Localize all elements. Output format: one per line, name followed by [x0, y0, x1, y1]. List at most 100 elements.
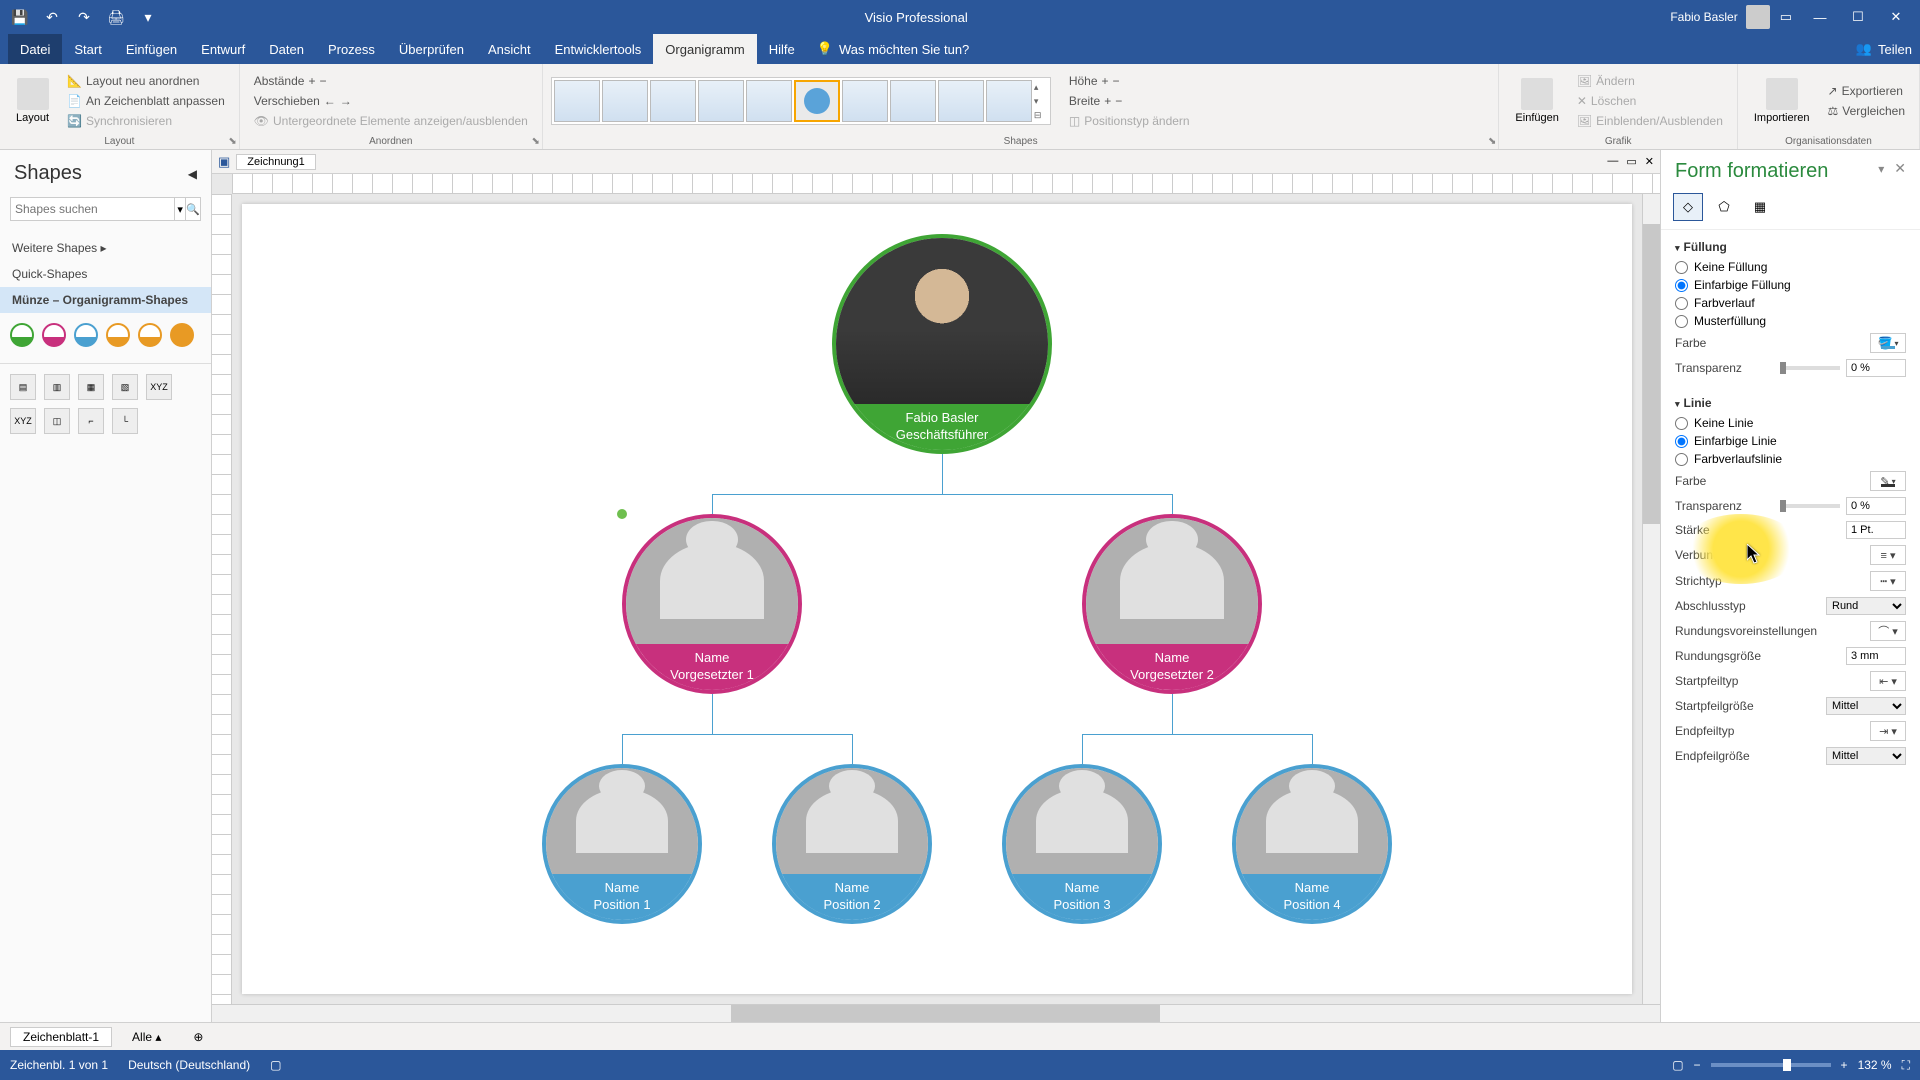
connector[interactable]: [1082, 734, 1312, 735]
tool-8[interactable]: ⌐: [78, 408, 104, 434]
shape-style-gallery[interactable]: ▴ ▾ ⊟: [551, 77, 1051, 125]
print-button[interactable]: 🖨: [102, 5, 130, 29]
arrange-launcher[interactable]: ⬊: [531, 136, 539, 147]
stencil-shape-3[interactable]: [74, 323, 98, 347]
connector[interactable]: [622, 734, 852, 735]
fill-none-radio[interactable]: Keine Füllung: [1675, 258, 1906, 276]
redo-button[interactable]: ↷: [70, 5, 98, 29]
stencil-shape-4[interactable]: [106, 323, 130, 347]
presentation-mode-button[interactable]: ▢: [1672, 1058, 1683, 1072]
tab-process[interactable]: Prozess: [316, 34, 387, 64]
fill-gradient-radio[interactable]: Farbverlauf: [1675, 294, 1906, 312]
tool-3[interactable]: ▦: [78, 374, 104, 400]
org-node-pos3[interactable]: NamePosition 3: [1002, 764, 1162, 924]
gallery-down[interactable]: ▾: [1034, 96, 1048, 107]
stencil-active[interactable]: Münze – Organigramm-Shapes: [0, 287, 211, 313]
shape-style-3[interactable]: [650, 80, 696, 122]
tell-me-search[interactable]: 💡 Was möchten Sie tun?: [817, 41, 970, 57]
share-button[interactable]: 👥 Teilen: [1856, 41, 1912, 57]
import-button[interactable]: Importieren: [1746, 74, 1818, 128]
org-node-mgr2[interactable]: Name Vorgesetzter 2: [1082, 514, 1262, 694]
tool-5[interactable]: XYZ: [146, 374, 172, 400]
close-button[interactable]: ✕: [1878, 5, 1914, 29]
collapse-panel-icon[interactable]: ◀: [188, 167, 197, 181]
status-language[interactable]: Deutsch (Deutschland): [128, 1058, 250, 1072]
stencil-shape-5[interactable]: [138, 323, 162, 347]
line-transparency-input[interactable]: [1846, 497, 1906, 515]
doc-minimize[interactable]: —: [1607, 155, 1618, 168]
pane-options-icon[interactable]: ▾: [1878, 162, 1884, 176]
connector[interactable]: [852, 734, 853, 764]
fill-solid-radio[interactable]: Einfarbige Füllung: [1675, 276, 1906, 294]
line-gradient-radio[interactable]: Farbverlaufslinie: [1675, 450, 1906, 468]
connector[interactable]: [712, 494, 713, 514]
selection-handle[interactable]: [616, 508, 628, 520]
tab-orgchart[interactable]: Organigramm: [653, 34, 756, 64]
org-node-pos2[interactable]: NamePosition 2: [772, 764, 932, 924]
drawing-page[interactable]: Fabio Basler Geschäftsführer Name Vorges…: [242, 204, 1632, 994]
save-button[interactable]: 💾: [6, 5, 34, 29]
tool-7[interactable]: ◫: [44, 408, 70, 434]
org-node-ceo[interactable]: Fabio Basler Geschäftsführer: [832, 234, 1052, 454]
tool-1[interactable]: ▤: [10, 374, 36, 400]
relayout-button[interactable]: 📐Layout neu anordnen: [61, 72, 231, 90]
connector[interactable]: [942, 454, 943, 494]
tab-view[interactable]: Ansicht: [476, 34, 543, 64]
line-transparency-slider[interactable]: [1780, 504, 1840, 508]
tab-developer[interactable]: Entwicklertools: [543, 34, 654, 64]
more-shapes-link[interactable]: Weitere Shapes ▸: [0, 235, 211, 261]
shape-style-10[interactable]: [986, 80, 1032, 122]
shape-style-8[interactable]: [890, 80, 936, 122]
search-dropdown-button[interactable]: ▾: [175, 197, 186, 221]
doc-close[interactable]: ✕: [1645, 155, 1654, 168]
maximize-button[interactable]: ☐: [1840, 5, 1876, 29]
fill-color-button[interactable]: 🪣▾: [1870, 333, 1906, 353]
gallery-up[interactable]: ▴: [1034, 82, 1048, 93]
connector[interactable]: [622, 734, 623, 764]
shapes-launcher[interactable]: ⬊: [1488, 136, 1496, 147]
fill-line-tab[interactable]: ◇: [1673, 193, 1703, 221]
gallery-more[interactable]: ⊟: [1034, 110, 1048, 121]
tool-6[interactable]: XYZ: [10, 408, 36, 434]
user-account[interactable]: Fabio Basler: [1670, 5, 1769, 29]
qat-customize[interactable]: ▾: [134, 5, 162, 29]
org-node-mgr1[interactable]: Name Vorgesetzter 1: [622, 514, 802, 694]
fill-transparency-slider[interactable]: [1780, 366, 1840, 370]
tab-help[interactable]: Hilfe: [757, 34, 807, 64]
height-control[interactable]: Höhe + −: [1063, 72, 1196, 90]
connector[interactable]: [1312, 734, 1313, 764]
fill-section-title[interactable]: Füllung: [1675, 236, 1906, 258]
ribbon-display-options[interactable]: ▭: [1780, 9, 1792, 25]
tool-2[interactable]: ▥: [44, 374, 70, 400]
close-pane-icon[interactable]: ✕: [1894, 160, 1906, 176]
insert-picture-button[interactable]: Einfügen: [1507, 74, 1566, 128]
zoom-level[interactable]: 132 %: [1858, 1058, 1892, 1072]
line-width-input[interactable]: [1846, 521, 1906, 539]
zoom-in-button[interactable]: +: [1841, 1058, 1848, 1072]
round-preset-button[interactable]: ⌒ ▾: [1870, 621, 1906, 641]
line-color-button[interactable]: ✎▾: [1870, 471, 1906, 491]
fit-page-button[interactable]: 📄An Zeichenblatt anpassen: [61, 92, 231, 110]
tab-review[interactable]: Überprüfen: [387, 34, 476, 64]
shape-style-7[interactable]: [842, 80, 888, 122]
document-tab[interactable]: Zeichnung1: [236, 154, 316, 170]
begin-size-select[interactable]: Mittel: [1826, 697, 1906, 715]
stencil-shape-2[interactable]: [42, 323, 66, 347]
sheet-tab-all[interactable]: Alle ▴: [120, 1028, 173, 1046]
compound-button[interactable]: ≡ ▾: [1870, 545, 1906, 565]
shape-style-4[interactable]: [698, 80, 744, 122]
shape-style-2[interactable]: [602, 80, 648, 122]
effects-tab[interactable]: ⬠: [1709, 193, 1739, 221]
line-none-radio[interactable]: Keine Linie: [1675, 414, 1906, 432]
layout-button[interactable]: Layout: [8, 74, 57, 128]
connector[interactable]: [712, 694, 713, 734]
connector[interactable]: [1172, 494, 1173, 514]
fill-pattern-radio[interactable]: Musterfüllung: [1675, 312, 1906, 330]
shapes-search-input[interactable]: [10, 197, 175, 221]
scrollbar-vertical[interactable]: [1642, 194, 1660, 1004]
tool-4[interactable]: ▧: [112, 374, 138, 400]
stencil-shape-6[interactable]: [170, 323, 194, 347]
width-control[interactable]: Breite + −: [1063, 92, 1196, 110]
org-node-pos4[interactable]: NamePosition 4: [1232, 764, 1392, 924]
stencil-shape-1[interactable]: [10, 323, 34, 347]
